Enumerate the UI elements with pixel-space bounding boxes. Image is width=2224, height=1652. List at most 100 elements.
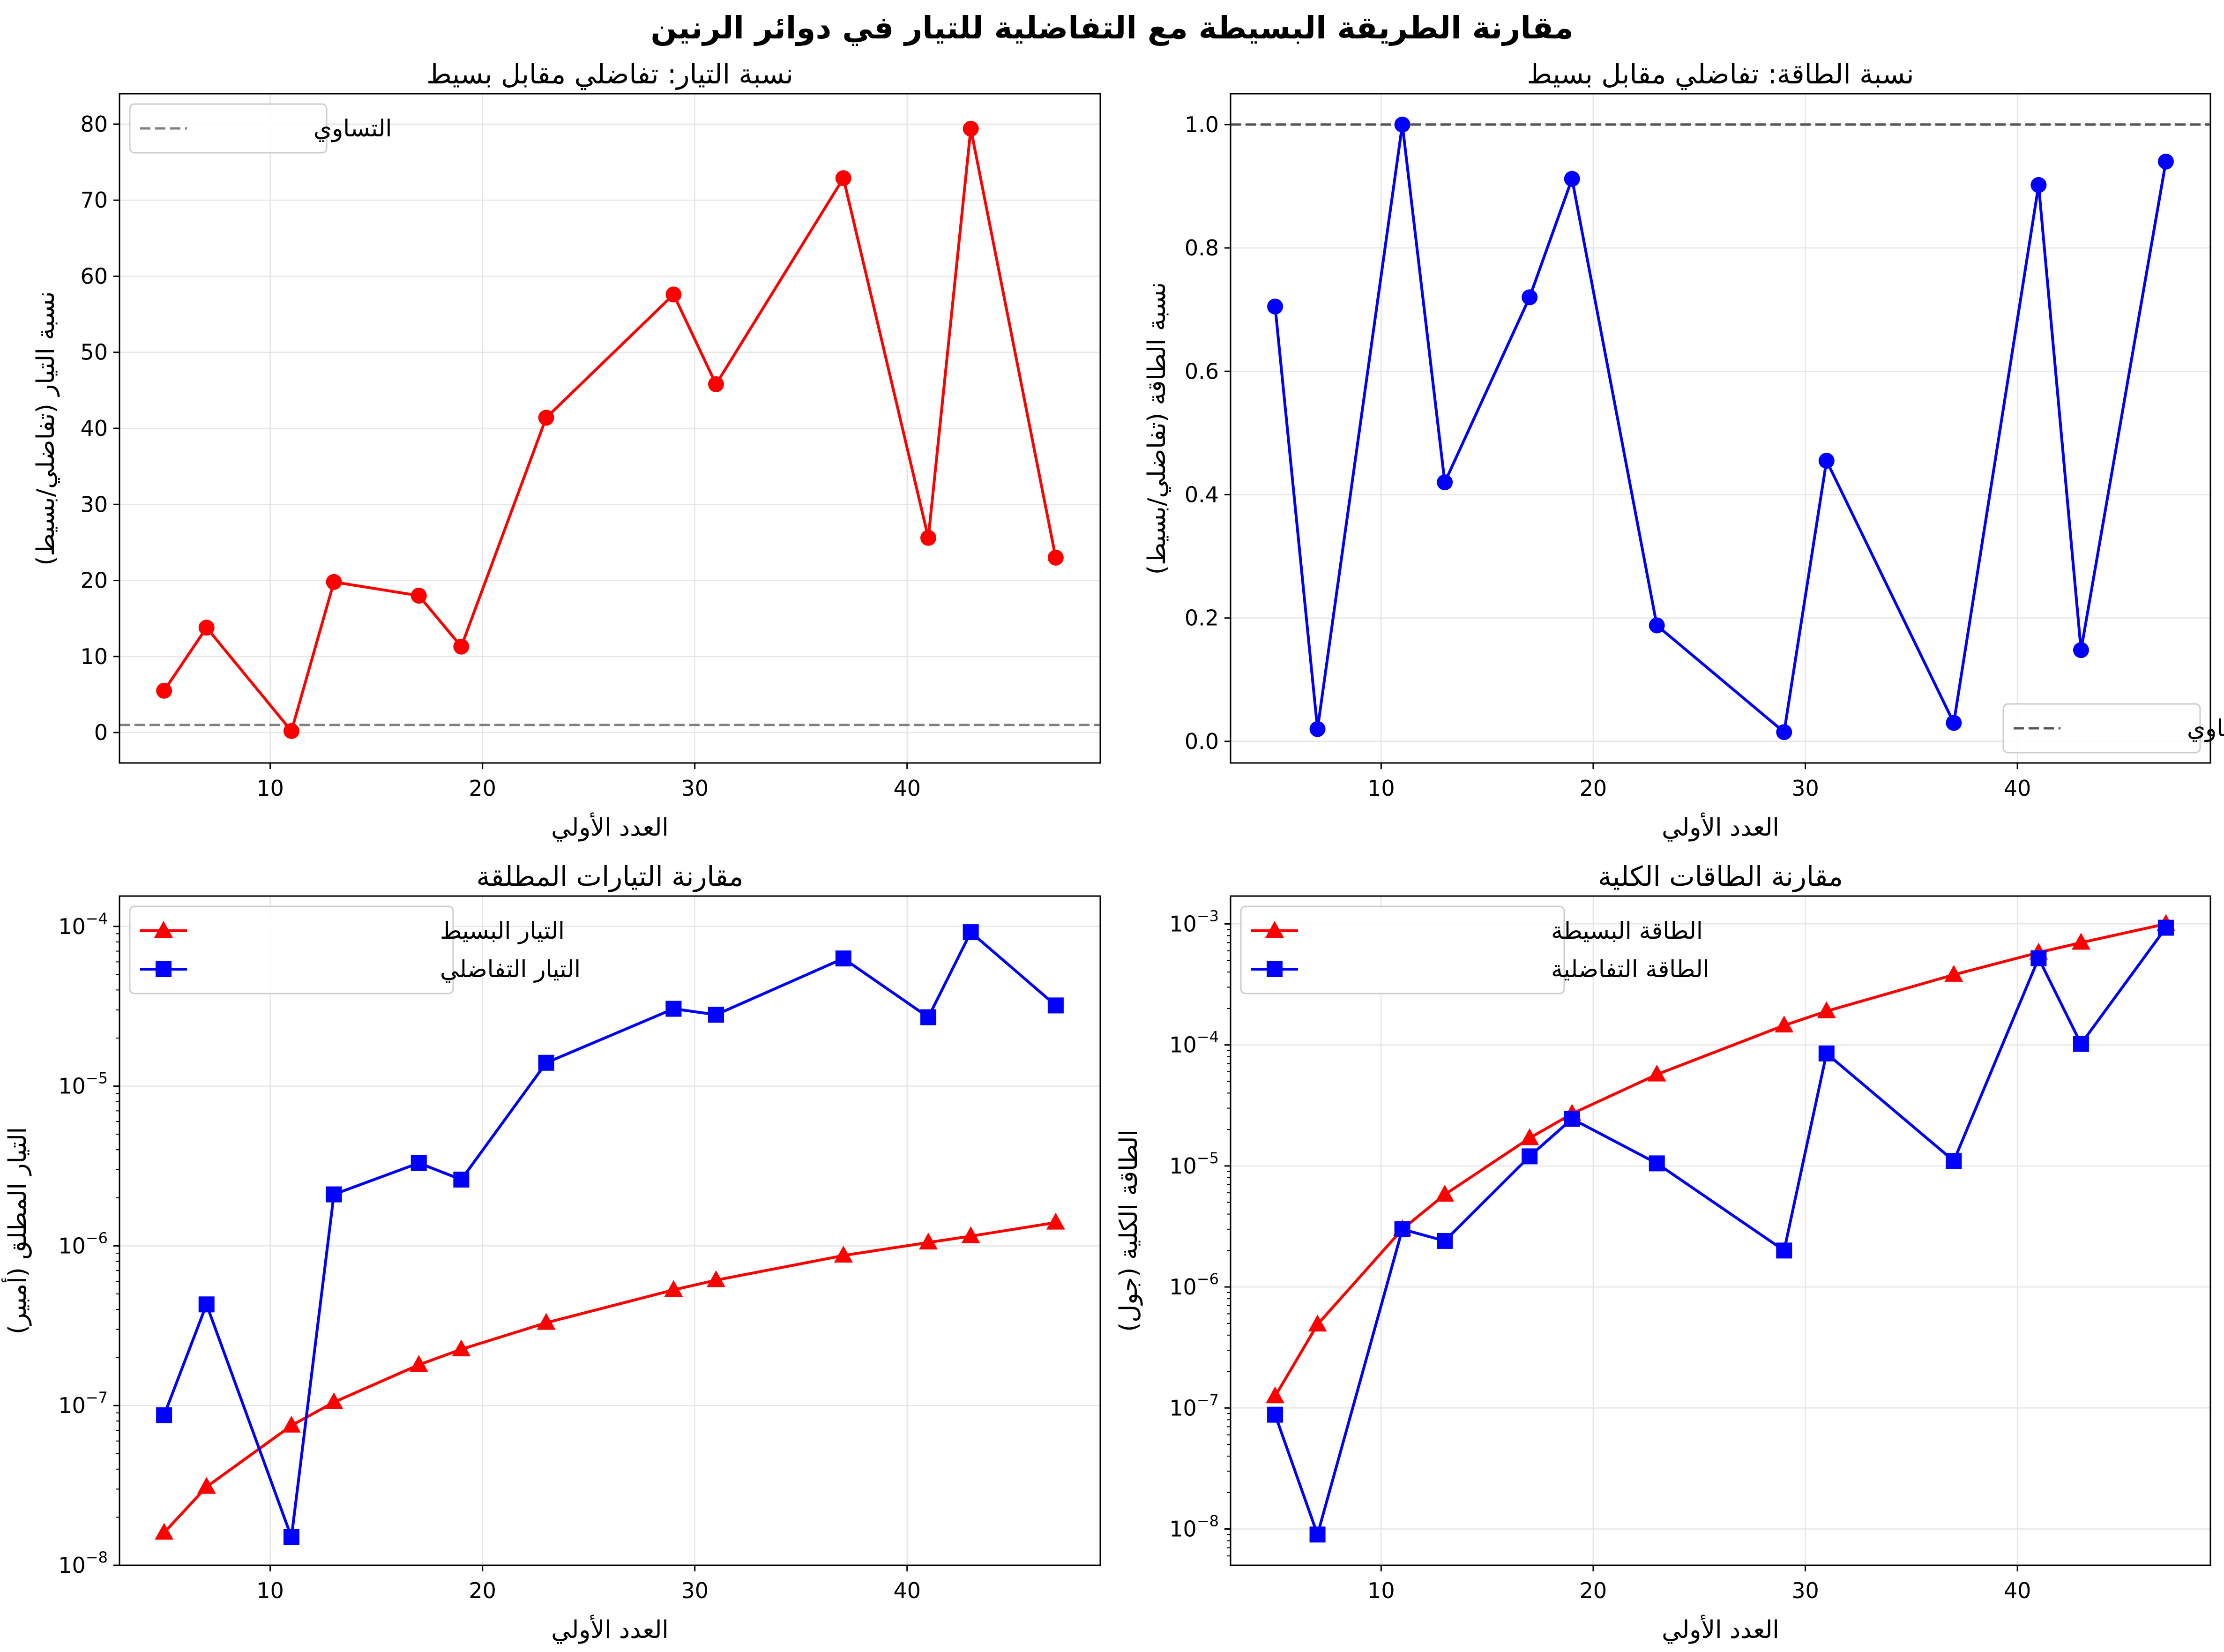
chart-panel-1: 10 20 30 40 0 10 20 30 40 50 60 70 80 نسبة التيار: تف… xyxy=(32,58,1101,842)
y-tick-label: 60 xyxy=(80,263,108,289)
data-point xyxy=(708,1007,724,1023)
x-axis-label: العدد الأولي xyxy=(1662,812,1779,842)
data-point xyxy=(920,1009,937,1025)
data-point xyxy=(664,1280,683,1297)
data-point xyxy=(708,376,724,392)
data-point xyxy=(1394,116,1411,133)
data-point xyxy=(1817,1001,1836,1018)
y-tick-label: 1.0 xyxy=(1185,112,1219,137)
data-point xyxy=(1435,1184,1455,1202)
data-point xyxy=(920,530,937,546)
axes-frame xyxy=(119,895,1101,1566)
legend-label: التيار التفاضلي xyxy=(440,956,581,983)
axes-frame xyxy=(1230,895,2211,1566)
data-point xyxy=(2030,950,2047,966)
legend-label: التساوي xyxy=(2187,715,2224,742)
chart-panel-4: 10 20 30 40 10−8 10−7 10−6 10−5 10−4 10−3 مقارنة ا… xyxy=(1115,860,2211,1644)
data-point xyxy=(665,1001,682,1017)
y-tick-label: 30 xyxy=(80,492,108,517)
data-point xyxy=(453,638,470,655)
data-point xyxy=(198,1296,215,1313)
x-tick-label: 10 xyxy=(1367,1578,1395,1603)
data-point xyxy=(2073,1036,2089,1052)
data-point xyxy=(1522,289,1538,306)
data-point xyxy=(1564,1111,1580,1127)
panel-title: مقارنة الطاقات الكلية xyxy=(1598,860,1843,892)
data-point xyxy=(155,1523,174,1540)
data-point xyxy=(1309,1526,1326,1543)
y-tick-label: 10−7 xyxy=(1169,1391,1219,1420)
panel-title: نسبة الطاقة: تفاضلي مقابل بسيط xyxy=(1527,58,1914,90)
y-axis-label: نسبة التيار (تفاضلي/بسيط) xyxy=(32,291,60,565)
y-tick-label: 0 xyxy=(94,720,108,745)
legend-marker xyxy=(1265,921,1284,938)
y-tick-label: 50 xyxy=(80,340,108,365)
data-point xyxy=(538,1054,554,1071)
panel-title: مقارنة التيارات المطلقة xyxy=(477,860,744,892)
data-point xyxy=(1649,617,1665,634)
y-tick-label: 10−8 xyxy=(58,1548,108,1578)
y-axis-label: التيار المطلق (أمبير) xyxy=(1,1127,32,1334)
y-axis-label: نسبة الطاقة (تفاضلي/بسيط) xyxy=(1143,282,1171,575)
y-tick-label: 0.0 xyxy=(1185,729,1219,754)
data-point xyxy=(1047,549,1064,566)
y-tick-label: 10 xyxy=(80,644,108,669)
data-point xyxy=(1818,453,1835,469)
y-tick-label: 80 xyxy=(80,112,108,137)
data-point xyxy=(410,588,427,604)
x-tick-label: 40 xyxy=(893,776,921,801)
axes-frame xyxy=(1230,93,2211,764)
data-point xyxy=(2157,919,2174,936)
data-point xyxy=(1308,1315,1327,1332)
data-point xyxy=(197,1477,216,1494)
x-axis-label: العدد الأولي xyxy=(551,1615,669,1644)
legend-box xyxy=(1240,905,1565,994)
data-point xyxy=(409,1355,428,1372)
data-point xyxy=(665,286,682,303)
y-tick-label: 0.8 xyxy=(1185,235,1219,261)
data-point xyxy=(1776,724,1792,740)
chart-panel-3: 10 20 30 40 10−8 10−7 10−6 10−5 10−4 مقارنة التيا… xyxy=(1,860,1101,1644)
data-point xyxy=(2030,177,2047,193)
data-point xyxy=(1046,1212,1065,1230)
y-tick-label: 10−5 xyxy=(1169,1149,1219,1179)
x-tick-label: 30 xyxy=(1791,1578,1819,1603)
y-tick-label: 10−4 xyxy=(1169,1028,1219,1058)
legend: الطاقة البسيطة الطاقة التفاضلية xyxy=(1240,905,1709,994)
data-point xyxy=(1437,474,1453,491)
data-point xyxy=(282,1415,301,1433)
y-tick-label: 10−4 xyxy=(58,910,108,939)
x-axis-label: العدد الأولي xyxy=(1662,1615,1779,1644)
data-point xyxy=(835,170,851,187)
data-point xyxy=(156,682,172,699)
y-tick-label: 10−6 xyxy=(58,1229,108,1258)
legend-marker xyxy=(1267,961,1283,977)
y-tick-label: 70 xyxy=(80,187,108,213)
data-point xyxy=(1522,1148,1538,1165)
data-point xyxy=(1437,1233,1453,1249)
x-tick-label: 20 xyxy=(469,1578,496,1603)
x-axis-label: العدد الأولي xyxy=(551,812,669,842)
data-point xyxy=(1267,299,1284,315)
data-point xyxy=(1047,997,1064,1014)
y-tick-label: 10−6 xyxy=(1169,1270,1219,1300)
legend-label: الطاقة التفاضلية xyxy=(1551,956,1709,983)
data-point xyxy=(835,950,851,967)
data-point xyxy=(961,1226,980,1243)
y-tick-label: 10−5 xyxy=(58,1069,108,1099)
legend-marker xyxy=(156,961,172,977)
data-point xyxy=(283,723,299,739)
y-tick-label: 0.2 xyxy=(1185,605,1219,631)
data-point xyxy=(1818,1045,1835,1061)
data-point xyxy=(963,120,979,137)
data-point xyxy=(2073,642,2089,658)
legend-label: التيار البسيط xyxy=(440,917,565,944)
data-point xyxy=(1775,1015,1794,1032)
data-point xyxy=(834,1245,853,1263)
legend-box xyxy=(2002,703,2201,754)
legend-label: التساوي xyxy=(313,115,392,142)
data-point xyxy=(324,1392,343,1409)
data-point xyxy=(538,410,554,426)
